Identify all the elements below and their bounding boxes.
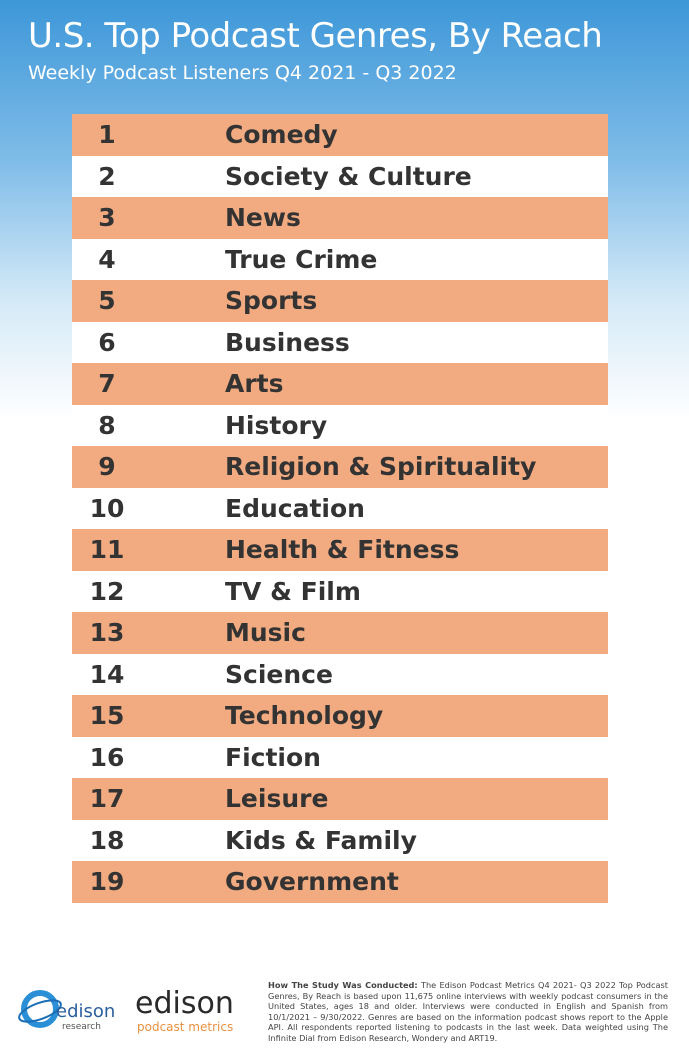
table-row: 11 Health & Fitness [72,529,608,571]
logo-sub: podcast metrics [137,1020,233,1034]
genre: Government [225,867,399,897]
table-row: 2 Society & Culture [72,155,608,197]
rank: 4 [98,244,116,274]
logo-orbit [18,999,62,1023]
genre: Society & Culture [225,161,472,191]
ranking-table: 1 Comedy 2 Society & Culture 3 News 4 True Crim… [72,114,608,903]
genre: Comedy [225,120,338,150]
table-row: 6 Business [72,321,608,363]
genre: True Crime [225,244,378,274]
genre: Sports [225,286,318,316]
table-row: 8 History [72,404,608,446]
methodology-heading: How The Study Was Conducted: [268,980,418,990]
rank: 8 [98,410,116,440]
subtitle: Weekly Podcast Listeners Q4 2021 - Q3 20… [28,62,457,84]
rank: 9 [98,452,116,482]
table-row: 4 True Crime [72,238,608,280]
table-row: 15 Technology [72,695,608,737]
rank: 10 [89,493,125,523]
logo-name: edison [135,986,234,1021]
table-row: 9 Religion & Spirituality [72,446,608,488]
genre: History [225,410,328,440]
rank: 5 [98,286,116,316]
rank: 14 [89,659,125,689]
rank: 12 [89,576,125,606]
genre: News [225,203,301,233]
genre: Kids & Family [225,825,417,855]
logo-sub: research [62,1022,101,1032]
table-row: 5 Sports [72,280,608,322]
edison-research-logo: edison research [18,990,115,1032]
rank: 1 [98,120,116,150]
genre: Education [225,493,365,523]
methodology-text: The Edison Podcast Metrics Q4 2021- Q3 2… [268,980,668,1043]
table-row: 10 Education [72,487,608,529]
table-row: 14 Science [72,653,608,695]
table-row: 17 Leisure [72,778,608,820]
table-row: 1 Comedy [72,114,608,156]
genre: Leisure [225,784,329,814]
table-row: 16 Fiction [72,736,608,778]
table-row: 3 News [72,197,608,239]
title: U.S. Top Podcast Genres, By Reach [28,16,603,56]
table-row: 7 Arts [72,363,608,405]
table-row: 13 Music [72,612,608,654]
genre: Science [225,659,333,689]
genre: Fiction [225,742,321,772]
rank: 11 [89,535,125,565]
genre: Religion & Spirituality [225,452,537,482]
table-row: 12 TV & Film [72,570,608,612]
rank: 18 [89,825,125,855]
table-row: 18 Kids & Family [72,819,608,861]
rank: 16 [89,742,125,772]
logo-name: edison [56,1001,115,1022]
rank: 6 [98,327,116,357]
genre: TV & Film [225,576,361,606]
rank: 7 [98,369,116,399]
rank: 19 [89,867,125,897]
rank: 2 [98,161,116,191]
rank: 13 [89,618,125,648]
edison-podcast-metrics-logo: edison podcast metrics [135,986,234,1034]
rank: 15 [89,701,125,731]
genre: Music [225,618,306,648]
methodology: How The Study Was Conducted: The Edison … [268,980,668,1044]
genre: Business [225,327,350,357]
genre: Arts [225,369,284,399]
genre: Health & Fitness [225,535,460,565]
genre: Technology [225,701,384,731]
rank: 17 [89,784,125,814]
logo-ring [21,990,59,1028]
table-row: 19 Government [72,861,608,903]
rank: 3 [98,203,116,233]
